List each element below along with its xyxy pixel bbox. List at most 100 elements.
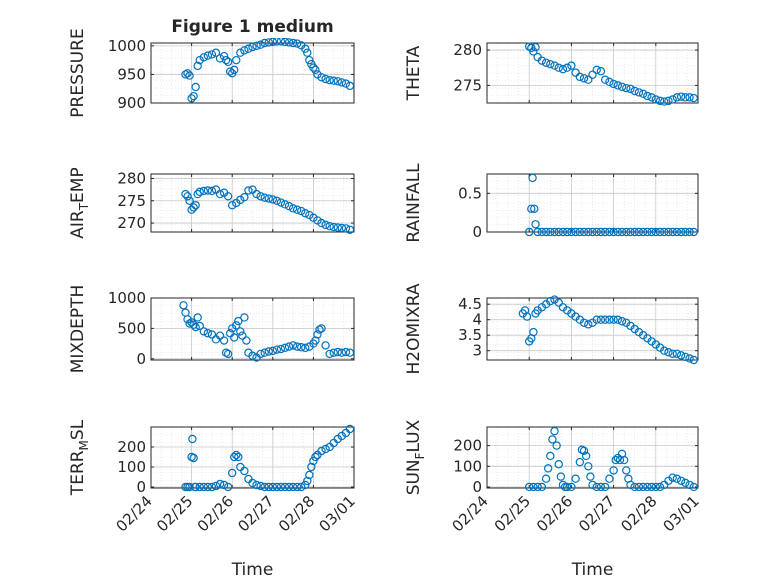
data-point [546, 227, 555, 237]
y-tick-label: 4 [472, 311, 482, 329]
data-point [223, 57, 233, 67]
data-point [260, 193, 269, 202]
data-point [596, 315, 606, 324]
data-point [189, 91, 198, 101]
y-tick-label: 1000 [108, 37, 146, 55]
data-point [311, 452, 320, 462]
y-tick-label: 275 [117, 192, 146, 210]
data-point [605, 474, 614, 483]
data-point [533, 482, 542, 492]
data-point [550, 61, 559, 70]
data-point [232, 450, 241, 460]
data-point [588, 227, 597, 237]
data-point [685, 480, 694, 490]
axes-frame [486, 297, 699, 361]
data-point [600, 482, 610, 492]
data-point [586, 472, 595, 481]
data-point [280, 38, 290, 47]
data-point [575, 227, 585, 237]
data-point [272, 196, 282, 205]
data-point [685, 227, 694, 237]
data-point [345, 348, 355, 357]
data-point [272, 38, 282, 46]
data-point [579, 227, 589, 237]
data-point [264, 38, 273, 47]
data-point [634, 227, 644, 237]
data-point [554, 227, 563, 237]
data-point [626, 84, 635, 94]
data-point [630, 482, 639, 492]
data-point [329, 76, 338, 85]
data-point [546, 451, 555, 461]
data-point [223, 482, 233, 492]
data-point [268, 195, 277, 204]
data-point [219, 51, 229, 61]
data-point [609, 227, 618, 237]
data-point [221, 55, 231, 65]
data-point [288, 38, 298, 48]
y-axis-label: MIXDEPTH [68, 285, 88, 374]
data-point [584, 320, 593, 329]
y-tick-label: 3 [472, 342, 482, 360]
data-point [571, 227, 580, 237]
data-point [626, 227, 635, 237]
data-point [268, 38, 277, 47]
data-point [301, 343, 310, 353]
data-point [672, 93, 682, 102]
data-point [325, 221, 334, 231]
data-point [188, 434, 197, 444]
data-point [236, 48, 245, 57]
data-point [337, 78, 347, 87]
data-point [215, 479, 225, 489]
data-point [276, 344, 286, 354]
chart-h2omixra: 33.544.5 H2OMIXRA [404, 283, 699, 375]
data-point [242, 336, 251, 345]
data-point [341, 347, 351, 357]
data-point [199, 482, 208, 492]
y-tick-label: 0 [472, 223, 482, 241]
data-point [313, 330, 322, 339]
data-point [309, 456, 318, 466]
data-point [284, 201, 294, 211]
data-point [305, 55, 314, 65]
data-point [203, 51, 213, 60]
data-point [579, 74, 589, 83]
y-tick-label: 270 [117, 214, 146, 232]
data-point [643, 91, 652, 101]
data-point [529, 327, 538, 337]
y-axis-label: AIRTEMP [68, 167, 91, 238]
chart-title: Figure 1 medium [171, 17, 333, 37]
data-point [660, 346, 669, 355]
data-point [685, 93, 694, 102]
data-point [567, 227, 576, 237]
data-point [643, 482, 652, 492]
data-point [609, 466, 618, 475]
data-point [345, 225, 355, 234]
data-point [203, 329, 213, 338]
data-point [309, 63, 318, 72]
data-point [571, 68, 580, 77]
data-point [672, 474, 682, 483]
data-point [223, 349, 233, 359]
data-point [341, 224, 351, 233]
data-point [234, 316, 243, 326]
data-point [626, 480, 635, 490]
data-point [537, 56, 547, 65]
data-point [622, 83, 631, 93]
data-point [301, 44, 310, 53]
data-point [288, 341, 298, 350]
data-point [321, 74, 330, 84]
data-point [199, 53, 208, 62]
data-point [672, 227, 682, 237]
data-point [211, 48, 221, 57]
data-point [288, 482, 298, 492]
data-point [681, 352, 690, 362]
data-point [230, 333, 239, 342]
data-point [531, 220, 540, 229]
data-point [622, 466, 631, 475]
data-point [664, 348, 673, 357]
data-point [325, 349, 334, 359]
data-point [223, 192, 233, 201]
data-point [664, 96, 673, 106]
data-point [613, 227, 623, 237]
